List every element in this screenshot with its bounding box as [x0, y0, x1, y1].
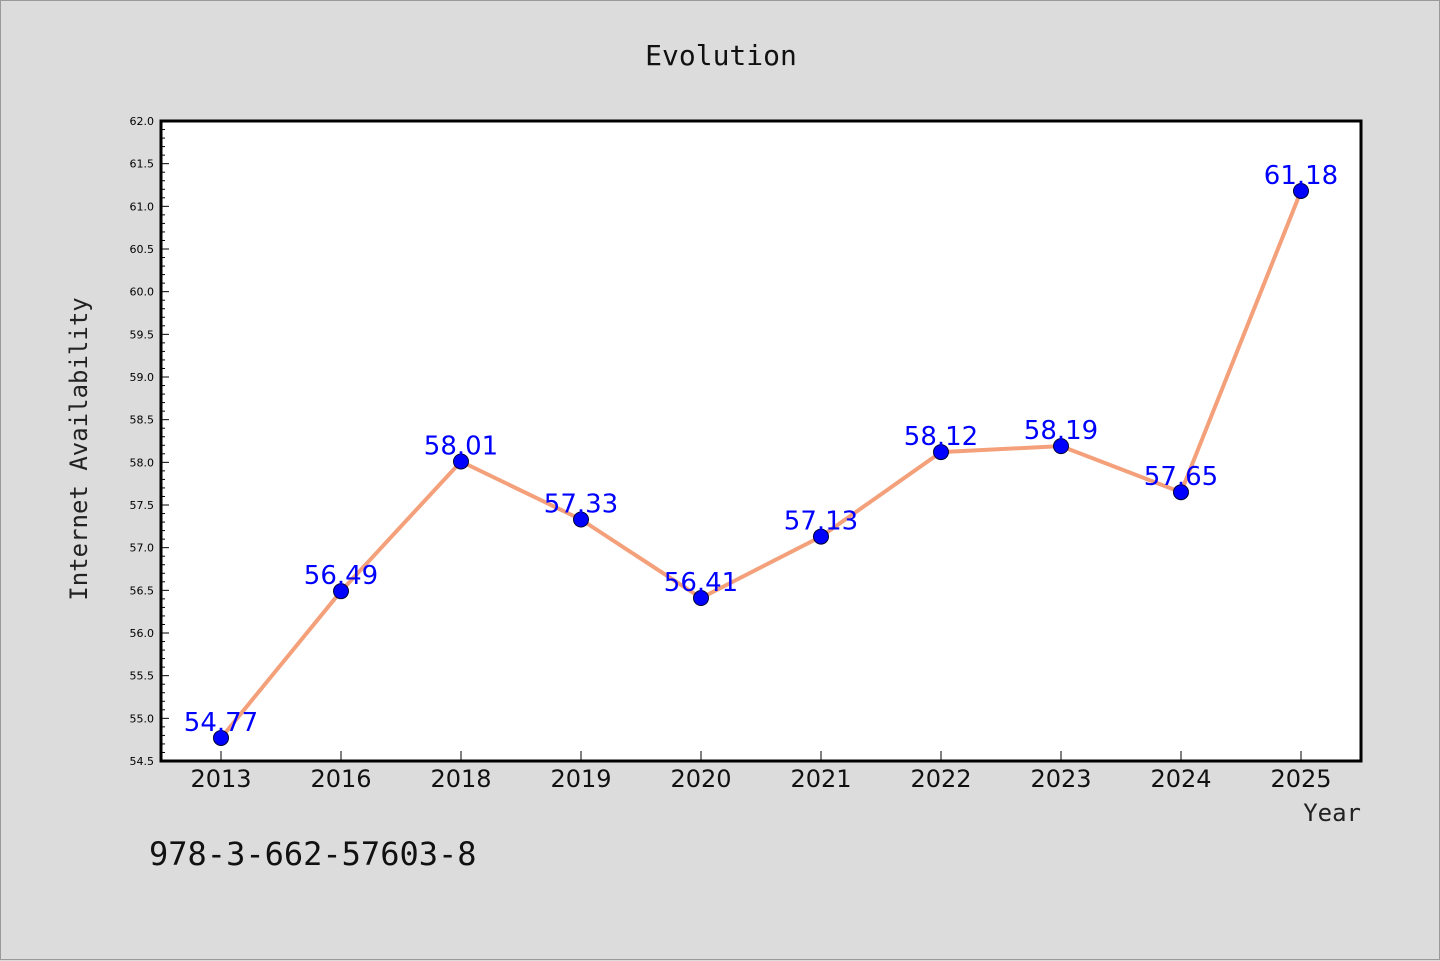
y-tick-label: 60.0	[130, 286, 155, 299]
y-tick-label: 60.5	[130, 243, 155, 256]
x-tick-label: 2016	[310, 765, 371, 793]
y-tick-label: 58.5	[130, 414, 155, 427]
x-axis-title: Year	[1303, 799, 1361, 827]
x-tick-label: 2024	[1150, 765, 1211, 793]
data-point	[1053, 438, 1069, 455]
data-label: 57.13	[784, 507, 858, 537]
data-label: 57.65	[1144, 462, 1218, 492]
data-point	[1173, 484, 1189, 501]
x-tick-label: 2022	[910, 765, 971, 793]
data-label: 58.19	[1024, 416, 1098, 446]
data-label: 54.77	[184, 708, 258, 738]
plot-area	[159, 119, 1363, 763]
y-axis: 54.5 55.0 55.5 56.0 56.5 57.0 57.5 58.0 58.5 59.0…	[130, 115, 169, 768]
y-tick-label: 58.0	[130, 456, 155, 469]
y-tick-label: 61.0	[130, 200, 155, 213]
y-tick-label: 56.0	[130, 627, 155, 640]
data-label: 58.01	[424, 431, 498, 461]
y-tick-label: 55.5	[130, 670, 155, 683]
y-tick-label: 55.0	[130, 712, 155, 725]
y-tick-label: 59.5	[130, 328, 155, 341]
x-tick-label: 2020	[670, 765, 731, 793]
data-label: 58.12	[904, 422, 978, 452]
x-tick-label: 2013	[190, 765, 251, 793]
data-point	[1293, 182, 1309, 199]
data-label: 57.33	[544, 490, 618, 520]
series-line-group	[213, 182, 1309, 746]
series-line	[219, 190, 1303, 740]
y-tick-label: 57.5	[130, 499, 155, 512]
data-point	[813, 528, 829, 545]
data-point	[213, 729, 229, 746]
data-point	[453, 453, 469, 470]
x-tick-label: 2025	[1270, 765, 1331, 793]
y-tick-label: 57.0	[130, 542, 155, 555]
data-point	[333, 583, 349, 600]
data-point	[693, 590, 709, 607]
y-axis-title: Internet Availability	[65, 297, 93, 600]
y-tick-label: 54.5	[130, 755, 155, 768]
x-tick-label: 2019	[550, 765, 611, 793]
data-label: 56.49	[304, 561, 378, 591]
data-point	[573, 511, 589, 528]
x-axis: 2013 2016 2018 2019 2020 2021 2022 2023 2024 2025	[190, 751, 1332, 793]
data-label: 61.18	[1264, 161, 1338, 191]
y-tick-label: 56.5	[130, 584, 155, 597]
chart-title: Evolution	[645, 39, 797, 72]
y-tick-label: 59.0	[130, 371, 155, 384]
y-tick-label: 61.5	[130, 158, 155, 171]
footnote-isbn: 978-3-662-57603-8	[149, 835, 477, 873]
x-tick-label: 2023	[1030, 765, 1091, 793]
y-tick-label: 62.0	[130, 115, 155, 128]
data-point	[933, 444, 949, 461]
data-labels: 54.77 56.49 58.01 57.33 56.41 57.13 58.12 58.19…	[184, 161, 1338, 738]
x-tick-label: 2018	[430, 765, 491, 793]
data-label: 56.41	[664, 568, 738, 598]
x-tick-label: 2021	[790, 765, 851, 793]
